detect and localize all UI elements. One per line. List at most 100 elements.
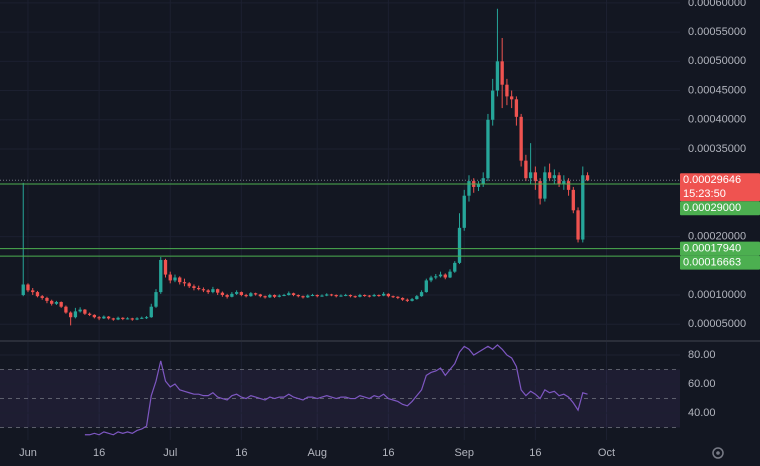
- candle-body: [287, 293, 291, 296]
- price-label: 0.00016663: [683, 257, 741, 269]
- candle-body: [45, 297, 49, 301]
- candle-body: [533, 172, 538, 182]
- settings-hub[interactable]: [716, 451, 720, 455]
- y-tick-label: 40.00: [688, 407, 716, 419]
- candle-body: [315, 295, 319, 297]
- candle-body: [263, 296, 267, 298]
- candle-body: [40, 296, 44, 298]
- candle-body: [386, 293, 391, 297]
- candle-body: [524, 160, 528, 179]
- candle-body: [50, 300, 54, 304]
- settings-gear[interactable]: [712, 447, 724, 459]
- settings-icon[interactable]: [712, 447, 724, 459]
- y-tick-label: 0.00050000: [688, 55, 746, 67]
- candle-body: [429, 277, 433, 281]
- candle-body: [325, 294, 329, 296]
- candle-body: [239, 292, 244, 296]
- candle-body: [424, 280, 428, 293]
- y-tick-label: 0.00020000: [688, 231, 746, 243]
- candle-body: [35, 292, 40, 297]
- candle-body: [26, 284, 30, 291]
- candle-body: [434, 276, 438, 278]
- candle-body: [500, 61, 504, 85]
- candle-body: [362, 295, 367, 297]
- candle-body: [59, 302, 63, 307]
- candle-body: [391, 296, 395, 298]
- candle-body: [339, 295, 343, 297]
- y-tick-label: 0.00060000: [688, 0, 746, 9]
- candle-body: [320, 295, 324, 297]
- x-tick-label: Oct: [598, 447, 615, 459]
- rsi-line: [84, 344, 588, 436]
- candle-body: [301, 296, 305, 298]
- candle-body: [491, 90, 495, 120]
- candle-body: [415, 296, 419, 300]
- y-tick-label: 0.00010000: [688, 289, 746, 301]
- candle-body: [178, 277, 182, 283]
- candle-body: [102, 316, 106, 319]
- candle-body: [54, 302, 59, 304]
- candle-body: [453, 262, 457, 272]
- candle-body: [230, 293, 234, 297]
- candle-body: [547, 172, 552, 179]
- candle-body: [306, 295, 310, 298]
- candle-body: [130, 318, 134, 320]
- candle-body: [571, 189, 575, 211]
- candle-body: [187, 283, 191, 287]
- candle-body: [78, 309, 82, 312]
- candle-body: [234, 292, 239, 294]
- candle-body: [566, 181, 571, 190]
- grid: [0, 0, 680, 440]
- price-label: 0.00029000: [683, 202, 741, 214]
- candle-body: [476, 184, 481, 187]
- candle-body: [353, 296, 357, 298]
- x-tick-label: Jun: [19, 447, 37, 459]
- candle-body: [220, 292, 225, 296]
- candle-body: [481, 178, 485, 185]
- candle-body: [291, 293, 296, 296]
- candle-body: [543, 172, 547, 199]
- candle-body: [201, 289, 206, 291]
- candle-body: [519, 116, 523, 161]
- candle-body: [92, 314, 97, 318]
- axis-labels: Jun 16 Jul 16 Aug 16 Sep 16 Oct 0.00005000 0.00010…: [19, 0, 760, 459]
- y-tick-label: 0.00005000: [688, 318, 746, 330]
- price-label-box: [680, 241, 760, 256]
- candle-body: [87, 313, 92, 315]
- candle-body: [125, 318, 130, 320]
- candle-body: [215, 289, 220, 293]
- candle-body: [400, 297, 405, 300]
- candle-body: [381, 293, 386, 296]
- candle-body: [443, 274, 447, 278]
- candle-body: [367, 295, 372, 297]
- x-tick-label: Aug: [307, 447, 327, 459]
- candle-body: [372, 295, 376, 297]
- candle-body: [277, 295, 281, 297]
- candle-body: [510, 96, 514, 100]
- candle-body: [562, 181, 566, 185]
- candle-body: [106, 316, 111, 319]
- candle-body: [168, 274, 172, 281]
- candle-body: [182, 282, 187, 284]
- y-tick-label: 60.00: [688, 378, 716, 390]
- candle-body: [348, 295, 353, 297]
- candle-body: [163, 259, 168, 275]
- candle-body: [282, 295, 286, 297]
- candle-body: [538, 181, 542, 199]
- candle-body: [73, 311, 78, 318]
- candle-body: [268, 295, 272, 298]
- candle-body: [225, 295, 229, 297]
- x-tick-label: Jul: [163, 447, 177, 459]
- candle-body: [206, 290, 210, 293]
- price-label: 0.00029646: [683, 174, 741, 186]
- candle-body: [144, 317, 149, 319]
- candle-body: [154, 292, 158, 307]
- candle-body: [244, 295, 248, 297]
- candle-body: [462, 195, 466, 228]
- candle-body: [253, 293, 258, 295]
- candle-body: [457, 227, 462, 263]
- candle-body: [581, 175, 585, 240]
- candle-body: [192, 286, 196, 289]
